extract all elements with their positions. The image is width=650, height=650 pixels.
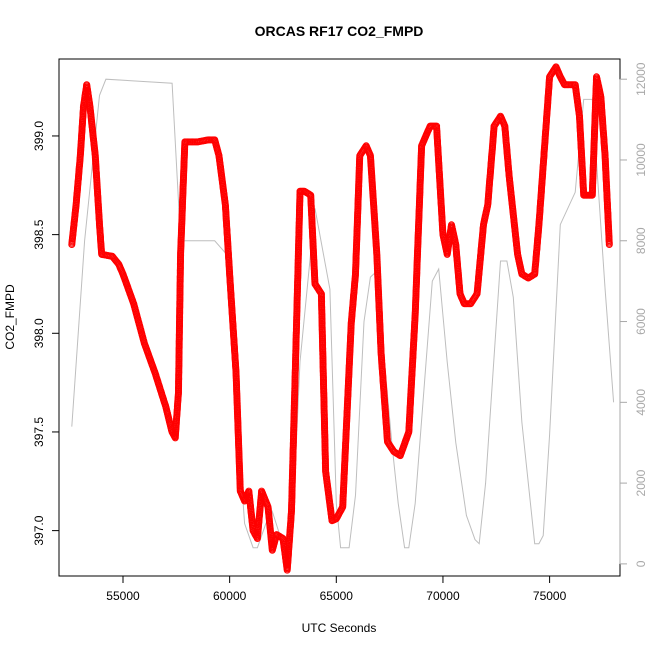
y-tick-label: 398.0 — [32, 318, 46, 348]
x-tick-label: 65000 — [320, 589, 354, 603]
y-axis-left: 397.0 397.5 398.0 398.5 399.0 — [32, 121, 60, 546]
x-axis: 55000 60000 65000 70000 75000 — [106, 575, 567, 603]
y-axis-label: CO2_FMPD — [3, 284, 17, 350]
y2-tick-label: 8000 — [634, 227, 648, 254]
x-tick-label: 60000 — [213, 589, 247, 603]
plot-frame — [58, 58, 621, 577]
y2-tick-label: 4000 — [634, 389, 648, 416]
y2-tick-label: 6000 — [634, 308, 648, 335]
x-axis-label: UTC Seconds — [302, 621, 377, 635]
x-tick-label: 75000 — [533, 589, 567, 603]
y2-tick-label: 2000 — [634, 469, 648, 496]
y2-tick-label: 0 — [634, 560, 648, 567]
y-tick-label: 399.0 — [32, 121, 46, 151]
y2-tick-label: 12000 — [634, 62, 648, 96]
chart-title: ORCAS RF17 CO2_FMPD — [255, 23, 424, 39]
y-tick-label: 398.5 — [32, 219, 46, 249]
x-tick-label: 55000 — [106, 589, 140, 603]
x-tick-label: 70000 — [426, 589, 460, 603]
y-tick-label: 397.5 — [32, 417, 46, 447]
y2-tick-label: 10000 — [634, 143, 648, 177]
co2-series-layer — [68, 63, 613, 574]
y-axis-right: 0 2000 4000 6000 8000 10000 12000 — [619, 62, 648, 567]
y-tick-label: 397.0 — [32, 515, 46, 545]
data-point — [605, 241, 613, 248]
